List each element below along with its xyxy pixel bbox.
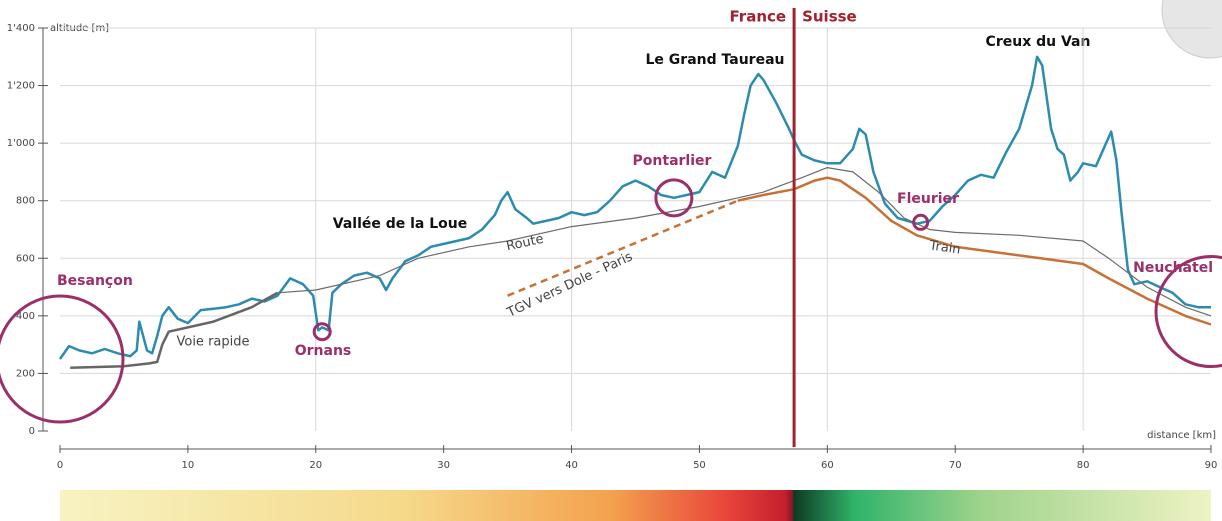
peak-label: Creux du Van xyxy=(986,34,1091,50)
place-label: Besançon xyxy=(57,273,133,289)
x-tick-label: 30 xyxy=(437,460,450,471)
map-thumbnail xyxy=(1162,0,1222,58)
region-label: Vallée de la Loue xyxy=(333,216,468,232)
color-band xyxy=(60,490,1211,521)
line-label: Route xyxy=(505,232,545,255)
border-label: France xyxy=(730,8,787,26)
y-tick-label: 200 xyxy=(16,368,35,379)
x-tick-label: 20 xyxy=(309,460,322,471)
chart: altitude [m] distance [km] Le Grand Taur… xyxy=(0,0,1222,521)
x-tick-label: 10 xyxy=(182,460,195,471)
y-tick-label: 800 xyxy=(16,196,35,207)
series-line xyxy=(277,168,1211,316)
x-tick-label: 50 xyxy=(693,460,706,471)
y-tick-label: 0 xyxy=(29,426,35,437)
line-label: TGV vers Dole - Paris xyxy=(504,249,635,321)
x-tick-label: 0 xyxy=(57,460,63,471)
x-tick-label: 80 xyxy=(1077,460,1090,471)
y-tick-label: 1'200 xyxy=(7,81,35,92)
peak-label: Le Grand Taureau xyxy=(646,52,785,68)
place-label: Ornans xyxy=(295,343,352,359)
line-label: Voie rapide xyxy=(176,335,249,350)
place-label: Neuchâtel xyxy=(1133,260,1213,276)
series-line xyxy=(70,293,277,368)
place-label: Pontarlier xyxy=(633,153,712,169)
place-marker xyxy=(314,324,330,340)
line-label: Train xyxy=(928,238,962,257)
y-tick-label: 1'400 xyxy=(7,23,35,34)
x-tick-label: 70 xyxy=(949,460,962,471)
place-label: Fleurier xyxy=(897,191,959,207)
y-tick-label: 1'000 xyxy=(7,138,35,149)
x-tick-label: 60 xyxy=(821,460,834,471)
series-line xyxy=(738,178,1211,325)
border-label: Suisse xyxy=(802,8,857,26)
series-line xyxy=(508,201,738,296)
y-tick-label: 600 xyxy=(16,253,35,264)
x-tick-label: 90 xyxy=(1205,460,1218,471)
x-tick-label: 40 xyxy=(565,460,578,471)
x-axis-label: distance [km] xyxy=(1147,430,1216,441)
